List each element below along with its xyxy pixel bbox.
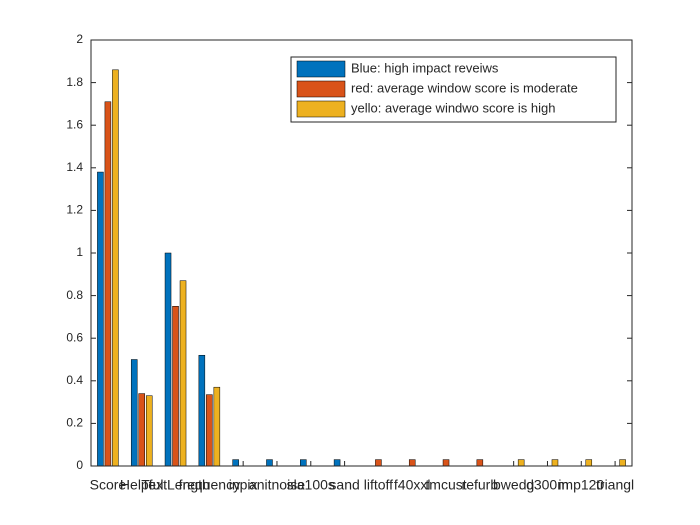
bar bbox=[198, 354, 206, 467]
bar bbox=[375, 459, 382, 467]
x-tick-label: Helpful bbox=[120, 477, 164, 493]
bar bbox=[172, 306, 179, 467]
bar bbox=[97, 171, 104, 467]
x-tick-label: sand bbox=[329, 477, 359, 493]
x-tick-label: TextLength bbox=[141, 477, 210, 493]
legend-swatch bbox=[296, 80, 346, 98]
axes-box bbox=[90, 39, 633, 467]
bar bbox=[476, 459, 484, 467]
bar bbox=[179, 280, 187, 467]
x-tick-label: imp120 bbox=[558, 477, 604, 493]
legend-label: red: average window score is moderate bbox=[351, 80, 578, 95]
legend-swatch bbox=[296, 60, 346, 78]
bar bbox=[232, 459, 239, 467]
x-tick-label: liftoff bbox=[364, 477, 393, 493]
y-tick-label: 1.8 bbox=[66, 75, 83, 89]
bar bbox=[408, 459, 416, 467]
y-tick-label: 0.8 bbox=[66, 288, 83, 302]
bar bbox=[130, 359, 138, 467]
x-tick-label: frequency bbox=[179, 477, 240, 493]
bar bbox=[517, 459, 525, 467]
legend-swatch bbox=[296, 100, 346, 118]
bar bbox=[206, 394, 213, 467]
x-tick-label: tmcust bbox=[425, 477, 466, 493]
x-tick-label: refurb bbox=[462, 477, 499, 493]
y-tick-label: 0.2 bbox=[66, 416, 83, 430]
bar bbox=[333, 459, 341, 467]
y-tick-label: 1 bbox=[76, 245, 83, 259]
x-tick-label: triangl bbox=[596, 477, 634, 493]
legend-label: yello: average windwo score is high bbox=[351, 100, 556, 115]
x-tick-label: anitnoise bbox=[249, 477, 305, 493]
x-tick-label: f40xxl bbox=[394, 477, 431, 493]
x-tick-label: bwedg bbox=[493, 477, 534, 493]
bar bbox=[551, 459, 559, 467]
bar bbox=[112, 69, 119, 467]
bar bbox=[300, 459, 307, 467]
y-tick-label: 0.4 bbox=[66, 373, 83, 387]
bar bbox=[164, 252, 172, 467]
y-tick-label: 0.6 bbox=[66, 330, 83, 344]
bar bbox=[442, 459, 450, 467]
y-tick-label: 1.2 bbox=[66, 203, 83, 217]
bar bbox=[145, 395, 153, 467]
bar bbox=[585, 459, 593, 467]
y-tick-label: 2 bbox=[76, 32, 83, 46]
y-tick-label: 1.4 bbox=[66, 160, 83, 174]
x-tick-label: Score bbox=[90, 477, 127, 493]
x-tick-label: sla100s bbox=[287, 477, 335, 493]
bar bbox=[138, 393, 145, 467]
bar bbox=[104, 101, 112, 467]
x-tick-label: inpix bbox=[229, 477, 258, 493]
legend-label: Blue: high impact reveiws bbox=[351, 60, 499, 75]
y-tick-label: 0 bbox=[76, 458, 83, 472]
y-tick-label: 1.6 bbox=[66, 117, 83, 131]
bar bbox=[266, 459, 273, 467]
bar bbox=[619, 459, 626, 467]
bar bbox=[213, 386, 221, 467]
x-tick-label: d300m bbox=[526, 477, 569, 493]
